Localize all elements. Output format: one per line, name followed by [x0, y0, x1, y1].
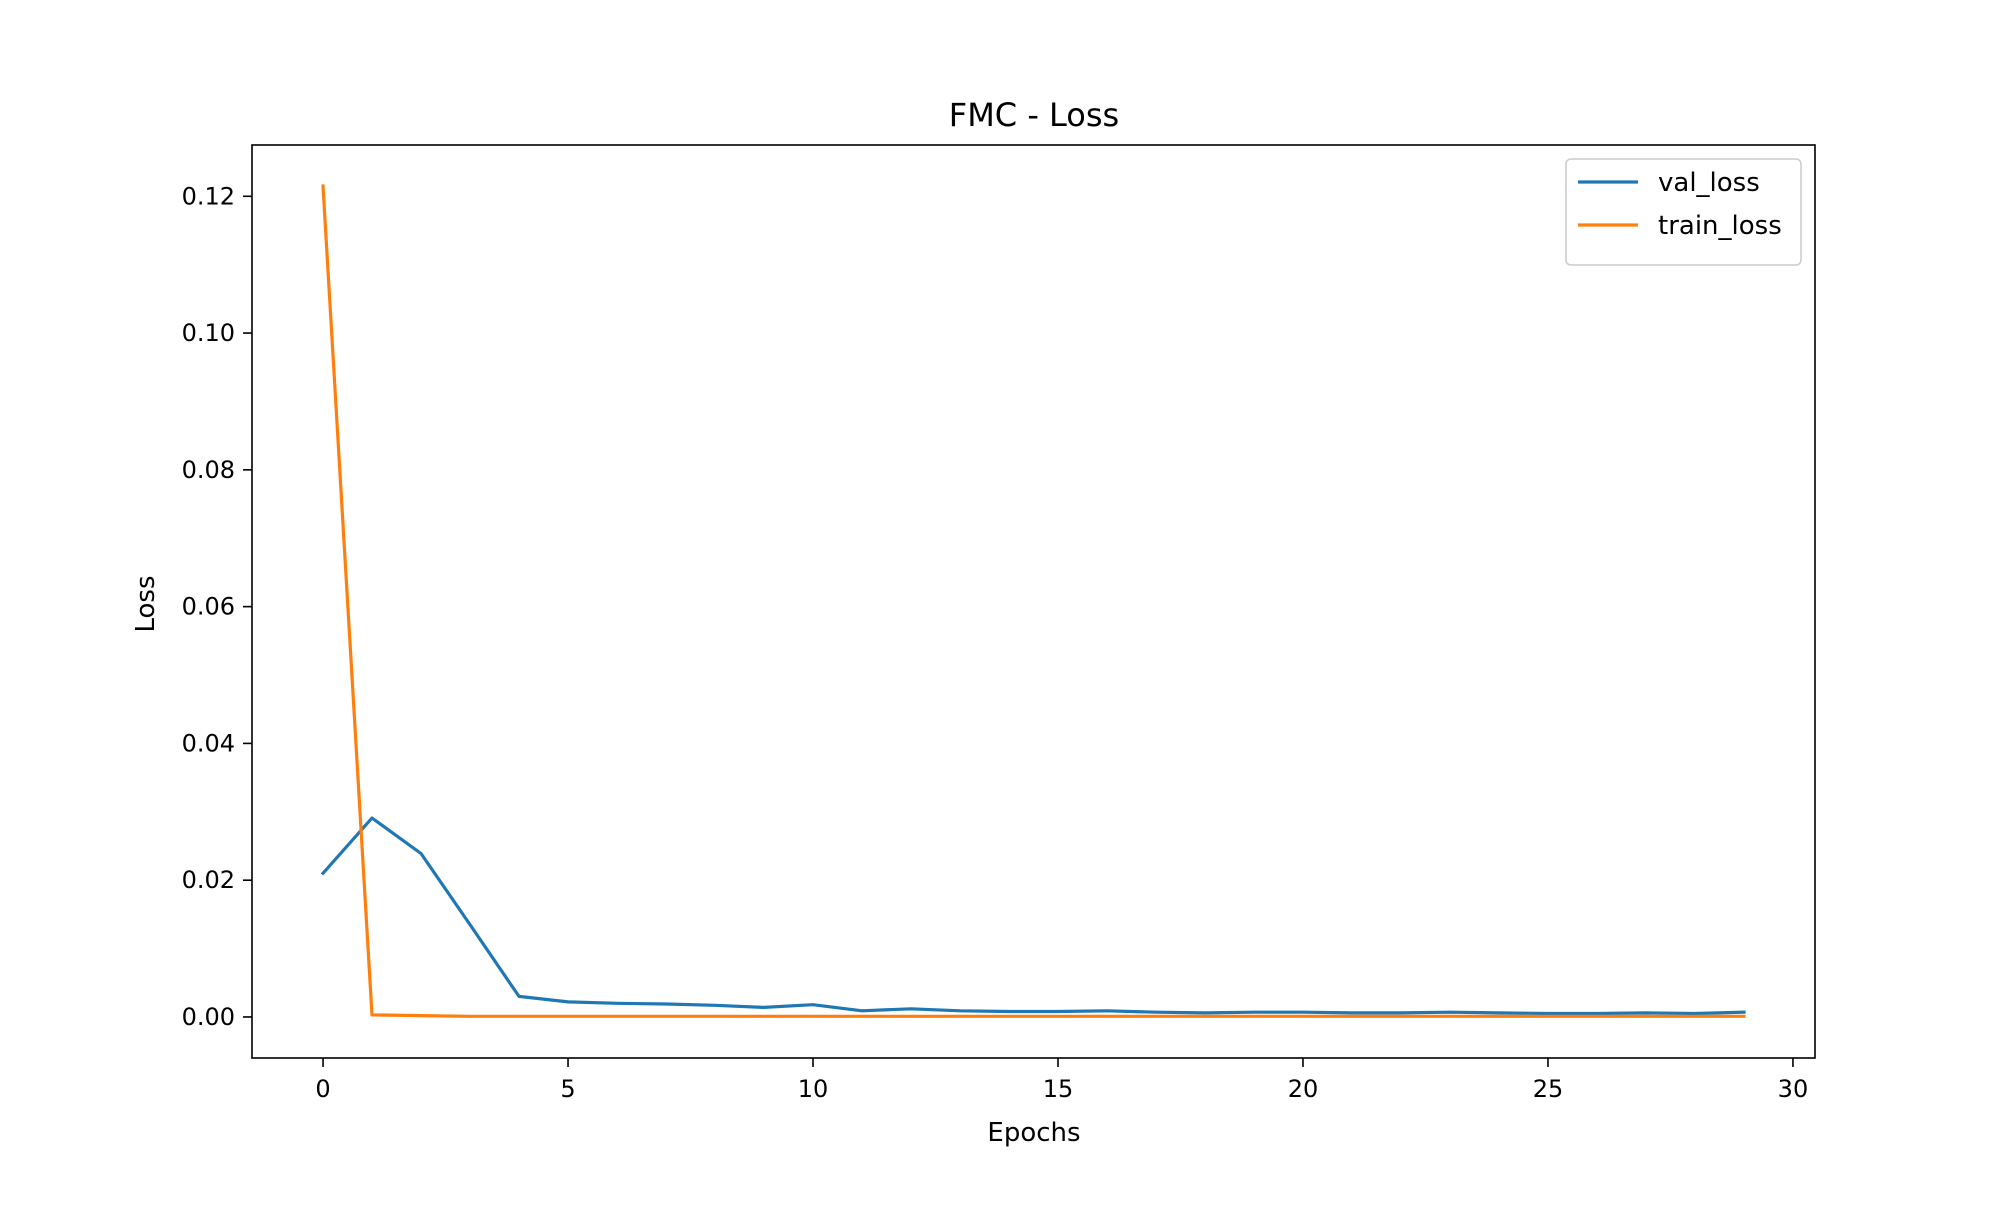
y-tick-label: 0.08 — [182, 456, 235, 484]
y-tick-label: 0.04 — [182, 729, 235, 757]
x-tick-label: 0 — [315, 1075, 330, 1103]
x-tick-label: 5 — [560, 1075, 575, 1103]
x-tick-label: 25 — [1533, 1075, 1564, 1103]
x-tick-label: 20 — [1288, 1075, 1319, 1103]
legend-box — [1565, 158, 1802, 266]
ticks-layer: 0 5 10 15 20 25 30 0.00 0.02 0.04 0.06 0.08 0.10 0.12 — [182, 182, 1809, 1103]
series-line-val_loss — [320, 816, 1746, 1016]
x-tick-label: 10 — [798, 1075, 829, 1103]
y-tick-label: 0.06 — [182, 593, 235, 621]
y-tick-label: 0.10 — [182, 319, 235, 347]
x-tick-label: 30 — [1778, 1075, 1809, 1103]
legend-label-val_loss: val_loss — [1658, 168, 1760, 198]
series-layer — [320, 184, 1746, 1018]
series-line-train_loss — [321, 184, 1746, 1018]
legend-label-train_loss: train_loss — [1658, 211, 1782, 241]
plot-area-frame — [251, 144, 1816, 1059]
y-tick-label: 0.12 — [182, 182, 235, 210]
y-tick-label: 0.02 — [182, 866, 235, 894]
chart-title: FMC - Loss — [949, 96, 1119, 134]
x-axis-label: Epochs — [987, 1118, 1080, 1148]
y-tick-label: 0.00 — [182, 1003, 235, 1031]
x-tick-label: 15 — [1043, 1075, 1074, 1103]
y-axis-label: Loss — [131, 575, 161, 632]
legend: val_loss train_loss — [1565, 158, 1802, 266]
